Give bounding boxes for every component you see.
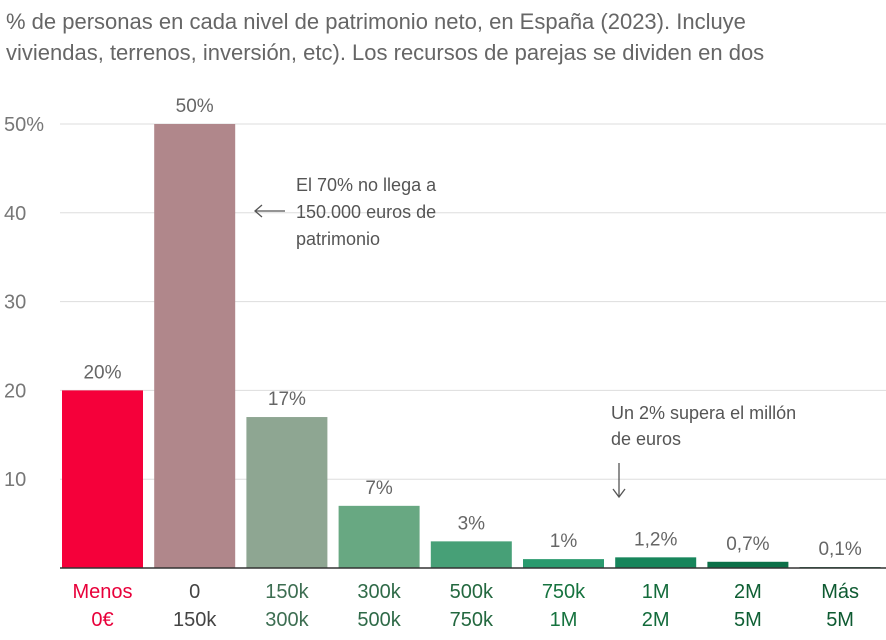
bar xyxy=(154,124,236,568)
annotation-text: de euros xyxy=(611,429,681,449)
category-label: Más xyxy=(821,581,859,603)
category-label: 0€ xyxy=(91,609,113,631)
category-label: 500k xyxy=(450,581,494,603)
y-tick-label: 30 xyxy=(4,292,26,314)
category-label: 1M xyxy=(550,609,578,631)
value-label: 3% xyxy=(458,513,486,534)
value-label: 17% xyxy=(268,389,306,410)
category-label: 750k xyxy=(542,581,586,603)
category-label: 2M xyxy=(734,581,762,603)
category-label: Menos xyxy=(72,581,132,603)
value-label: 50% xyxy=(176,96,214,117)
value-label: 20% xyxy=(83,362,121,383)
category-label: 500k xyxy=(357,609,401,631)
category-label: 0 xyxy=(189,581,200,603)
category-label: 150k xyxy=(265,581,309,603)
category-label: 1M xyxy=(642,581,670,603)
y-tick-label: 40 xyxy=(4,203,26,225)
subtitle-line-1: % de personas en cada nivel de patrimoni… xyxy=(6,9,746,34)
category-label: 300k xyxy=(265,609,309,631)
category-label: 750k xyxy=(450,609,494,631)
bar xyxy=(246,417,328,568)
category-label: 2M xyxy=(642,609,670,631)
chart-subtitle: % de personas en cada nivel de patrimoni… xyxy=(6,6,882,68)
value-label: 0,7% xyxy=(726,534,769,555)
bar xyxy=(707,561,789,568)
annotation-arrow-head xyxy=(612,488,626,499)
y-tick-label: 10 xyxy=(4,469,26,491)
bar xyxy=(430,541,512,568)
bar xyxy=(338,505,420,568)
value-label: 7% xyxy=(365,478,393,499)
annotation-text: 150.000 euros de xyxy=(296,202,436,222)
annotation-text: patrimonio xyxy=(296,229,380,249)
subtitle-line-2: viviendas, terrenos, inversión, etc). Lo… xyxy=(6,40,765,65)
annotation-text: Un 2% supera el millón xyxy=(611,403,796,423)
category-label: 5M xyxy=(826,609,854,631)
category-label: 300k xyxy=(357,581,401,603)
category-label: 150k xyxy=(173,609,217,631)
annotation-arrow-head xyxy=(254,204,263,218)
value-label: 0,1% xyxy=(818,539,861,560)
bar xyxy=(523,559,604,568)
annotation-text: El 70% no llega a xyxy=(296,175,437,195)
value-label: 1% xyxy=(550,531,578,552)
y-tick-label: 50% xyxy=(4,114,44,136)
bar xyxy=(62,390,143,568)
bar xyxy=(615,557,697,568)
category-label: 5M xyxy=(734,609,762,631)
y-tick-label: 20 xyxy=(4,380,26,402)
value-label: 1,2% xyxy=(634,529,677,550)
